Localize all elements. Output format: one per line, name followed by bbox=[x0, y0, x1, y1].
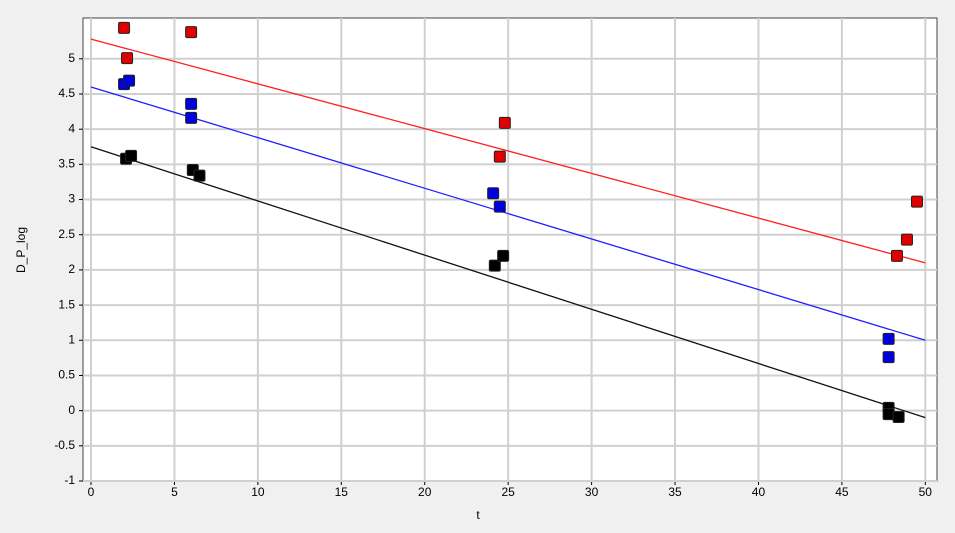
x-tick-label: 35 bbox=[668, 485, 682, 499]
x-tick-label: 0 bbox=[88, 485, 95, 499]
y-tick-label: 2.5 bbox=[58, 227, 75, 241]
y-tick-label: 1.5 bbox=[58, 297, 75, 311]
point bbox=[185, 26, 198, 39]
point bbox=[185, 97, 198, 110]
point bbox=[892, 410, 905, 423]
point bbox=[185, 111, 198, 124]
point bbox=[900, 233, 913, 246]
y-tick-label: 3.5 bbox=[58, 157, 75, 171]
point bbox=[118, 21, 131, 34]
x-tick-label: 25 bbox=[501, 485, 515, 499]
y-tick-label: 4.5 bbox=[58, 86, 75, 100]
point bbox=[910, 195, 923, 208]
x-tick-label: 20 bbox=[418, 485, 432, 499]
point bbox=[493, 200, 506, 213]
x-axis-label: t bbox=[476, 508, 480, 522]
point bbox=[125, 149, 138, 162]
y-tick-label: -0.5 bbox=[54, 438, 75, 452]
y-tick-label: 2 bbox=[68, 262, 75, 276]
y-axis-label: D_P_log bbox=[14, 227, 28, 273]
x-tick-label: 5 bbox=[171, 485, 178, 499]
point bbox=[497, 249, 510, 262]
fit-line bbox=[90, 146, 926, 419]
point bbox=[123, 74, 136, 87]
point bbox=[498, 116, 511, 129]
point bbox=[193, 169, 206, 182]
point bbox=[493, 150, 506, 163]
x-tick-label: 30 bbox=[585, 485, 599, 499]
x-tick-label: 10 bbox=[251, 485, 265, 499]
point bbox=[890, 249, 903, 262]
x-tick-label: 45 bbox=[835, 485, 849, 499]
y-tick-label: 1 bbox=[68, 332, 75, 346]
point bbox=[487, 187, 500, 200]
x-tick-label: 50 bbox=[919, 485, 933, 499]
y-tick-label: 5 bbox=[68, 51, 75, 65]
plot-area bbox=[82, 17, 938, 482]
point bbox=[882, 351, 895, 364]
y-tick-label: 4 bbox=[68, 121, 75, 135]
fit-line bbox=[90, 38, 926, 264]
point bbox=[882, 408, 895, 421]
x-tick-label: 15 bbox=[335, 485, 349, 499]
point bbox=[882, 332, 895, 345]
y-tick-label: 3 bbox=[68, 192, 75, 206]
y-tick-label: -1 bbox=[64, 473, 75, 487]
point bbox=[121, 52, 134, 65]
point bbox=[488, 259, 501, 272]
y-tick-label: 0.5 bbox=[58, 368, 75, 382]
y-tick-label: 0 bbox=[68, 403, 75, 417]
fit-line bbox=[90, 86, 926, 341]
x-tick-label: 40 bbox=[752, 485, 766, 499]
